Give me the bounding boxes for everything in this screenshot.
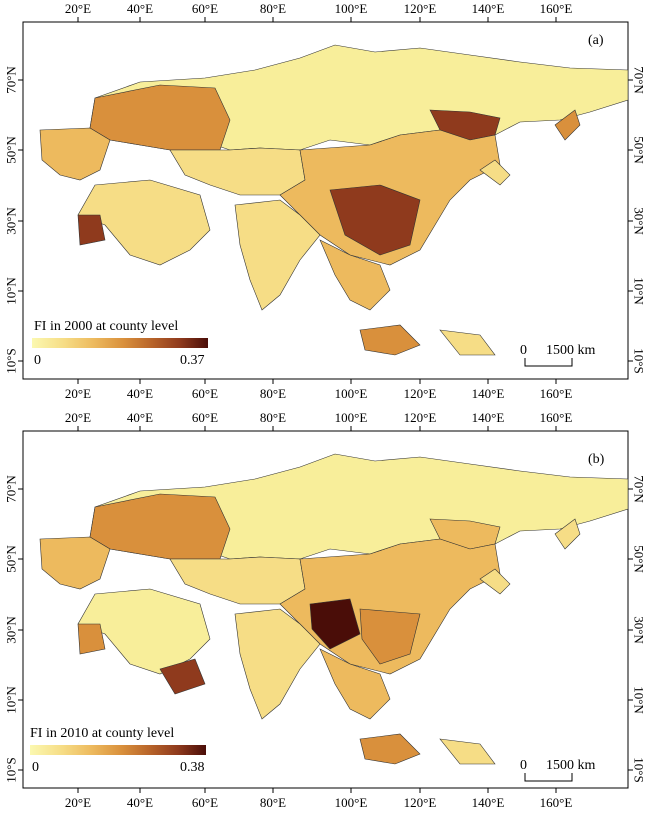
lon-tick-top: 40°E [126,1,154,16]
legend-min-label: 0 [34,353,41,368]
lon-tick-bottom: 40°E [126,795,154,810]
landmass-b [39,453,629,765]
legend-color-bar [32,338,208,348]
lat-tick-left: 10°N [3,277,19,305]
lat-tick-right: 30°N [631,207,647,235]
lon-tick-top: 160°E [539,410,573,425]
lon-tick-bottom: 40°E [126,386,154,401]
region-new-guinea-a [439,329,496,356]
lat-tick-left: 70°N [3,475,19,503]
scale-bar-zero: 0 [520,758,527,773]
lon-tick-top: 80°E [259,1,287,16]
scale-bar-distance: 1500 km [546,758,596,773]
lon-tick-bottom: 60°E [191,386,219,401]
lon-tick-bottom: 140°E [471,795,505,810]
lon-tick-top: 60°E [191,1,219,16]
region-indonesia-b [359,733,421,765]
legend-title: FI in 2000 at county level [34,319,179,334]
panel-letter: (a) [588,33,604,48]
lat-tick-left: 10°S [3,348,19,374]
lat-tick-left: 30°N [3,207,19,235]
lat-tick-right: 50°N [631,136,647,164]
lat-tick-left: 70°N [3,66,19,94]
lon-tick-bottom: 100°E [334,386,368,401]
lon-tick-top: 40°E [126,410,154,425]
lat-tick-right: 30°N [631,616,647,644]
region-kamchatka-b [554,518,581,550]
lat-tick-right: 10°N [631,277,647,305]
lat-tick-right: 10°S [631,348,647,374]
region-west-russia-b [89,493,231,560]
lat-tick-right: 50°N [631,545,647,573]
lon-tick-top: 120°E [403,1,437,16]
lon-tick-bottom: 20°E [64,795,92,810]
lat-tick-right: 70°N [631,475,647,503]
region-kamchatka-a [554,109,581,141]
region-indonesia-a [359,324,421,356]
lon-tick-bottom: 140°E [471,386,505,401]
lon-tick-top: 120°E [403,410,437,425]
map-canvas-a [18,17,633,384]
region-india-a [234,199,321,311]
scale-bar-zero: 0 [520,343,527,358]
lat-tick-left: 10°S [3,757,19,783]
lat-tick-left: 50°N [3,545,19,573]
landmass-a [39,44,629,356]
lon-tick-bottom: 20°E [64,386,92,401]
region-central-china-b [359,608,421,665]
lon-tick-top: 160°E [539,1,573,16]
legend-min-label: 0 [32,760,39,775]
region-levant-a [77,214,106,246]
legend-color-bar [30,745,206,755]
lon-tick-bottom: 80°E [259,795,287,810]
lon-tick-top: 100°E [334,1,368,16]
region-japan-b [479,568,511,595]
region-yemen-b [159,658,206,695]
legend-max-label: 0.38 [180,760,205,775]
region-japan-a [479,159,511,186]
lat-tick-right: 10°S [631,757,647,783]
lat-tick-left: 10°N [3,686,19,714]
lon-tick-top: 140°E [471,1,505,16]
region-india-b [234,608,321,720]
region-europe-a [39,127,111,181]
lat-tick-left: 30°N [3,616,19,644]
panel-letter: (b) [588,452,605,467]
region-southeast-asia-b [319,648,391,720]
lon-tick-bottom: 120°E [403,795,437,810]
lon-tick-bottom: 160°E [539,795,573,810]
lon-tick-top: 80°E [259,410,287,425]
frame-ticks-a [18,17,633,384]
lon-tick-bottom: 160°E [539,386,573,401]
lon-tick-bottom: 80°E [259,386,287,401]
region-qinghai-b [309,598,361,650]
region-new-guinea-b [439,738,496,765]
region-central-china-a [329,184,421,256]
lon-tick-bottom: 100°E [334,795,368,810]
lon-tick-top: 20°E [64,410,92,425]
legend-title: FI in 2010 at county level [30,726,175,741]
region-west-russia-a [89,84,231,151]
map-panel-a: 20°E 40°E 60°E 80°E 100°E 120°E 140°E 16… [0,0,650,408]
frame-ticks-b [18,426,633,793]
lat-tick-right: 70°N [631,66,647,94]
lat-tick-right: 10°N [631,686,647,714]
lon-tick-top: 100°E [334,410,368,425]
lat-tick-left: 50°N [3,136,19,164]
map-panel-b: 20°E 40°E 60°E 80°E 100°E 120°E 140°E 16… [0,409,650,817]
legend-max-label: 0.37 [180,353,205,368]
map-canvas-b [18,426,633,793]
lon-tick-top: 20°E [64,1,92,16]
lon-tick-top: 60°E [191,410,219,425]
lon-tick-bottom: 60°E [191,795,219,810]
region-southeast-asia-a [319,239,391,311]
scale-bar-distance: 1500 km [546,343,596,358]
lon-tick-top: 140°E [471,410,505,425]
region-levant-b [77,623,106,655]
region-europe-b [39,536,111,590]
lon-tick-bottom: 120°E [403,386,437,401]
